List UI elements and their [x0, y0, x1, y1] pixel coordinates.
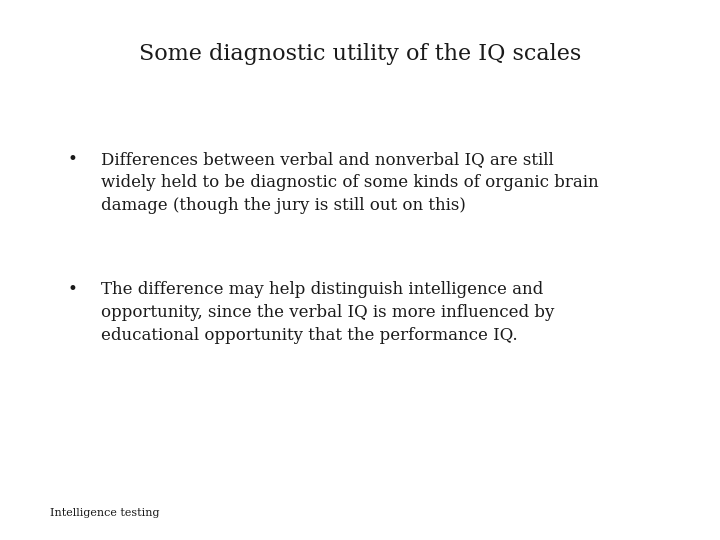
Text: •: • — [67, 151, 77, 168]
Text: Intelligence testing: Intelligence testing — [50, 508, 160, 518]
Text: Differences between verbal and nonverbal IQ are still
widely held to be diagnost: Differences between verbal and nonverbal… — [101, 151, 598, 214]
Text: The difference may help distinguish intelligence and
opportunity, since the verb: The difference may help distinguish inte… — [101, 281, 554, 343]
Text: •: • — [67, 281, 77, 298]
Text: Some diagnostic utility of the IQ scales: Some diagnostic utility of the IQ scales — [139, 43, 581, 65]
